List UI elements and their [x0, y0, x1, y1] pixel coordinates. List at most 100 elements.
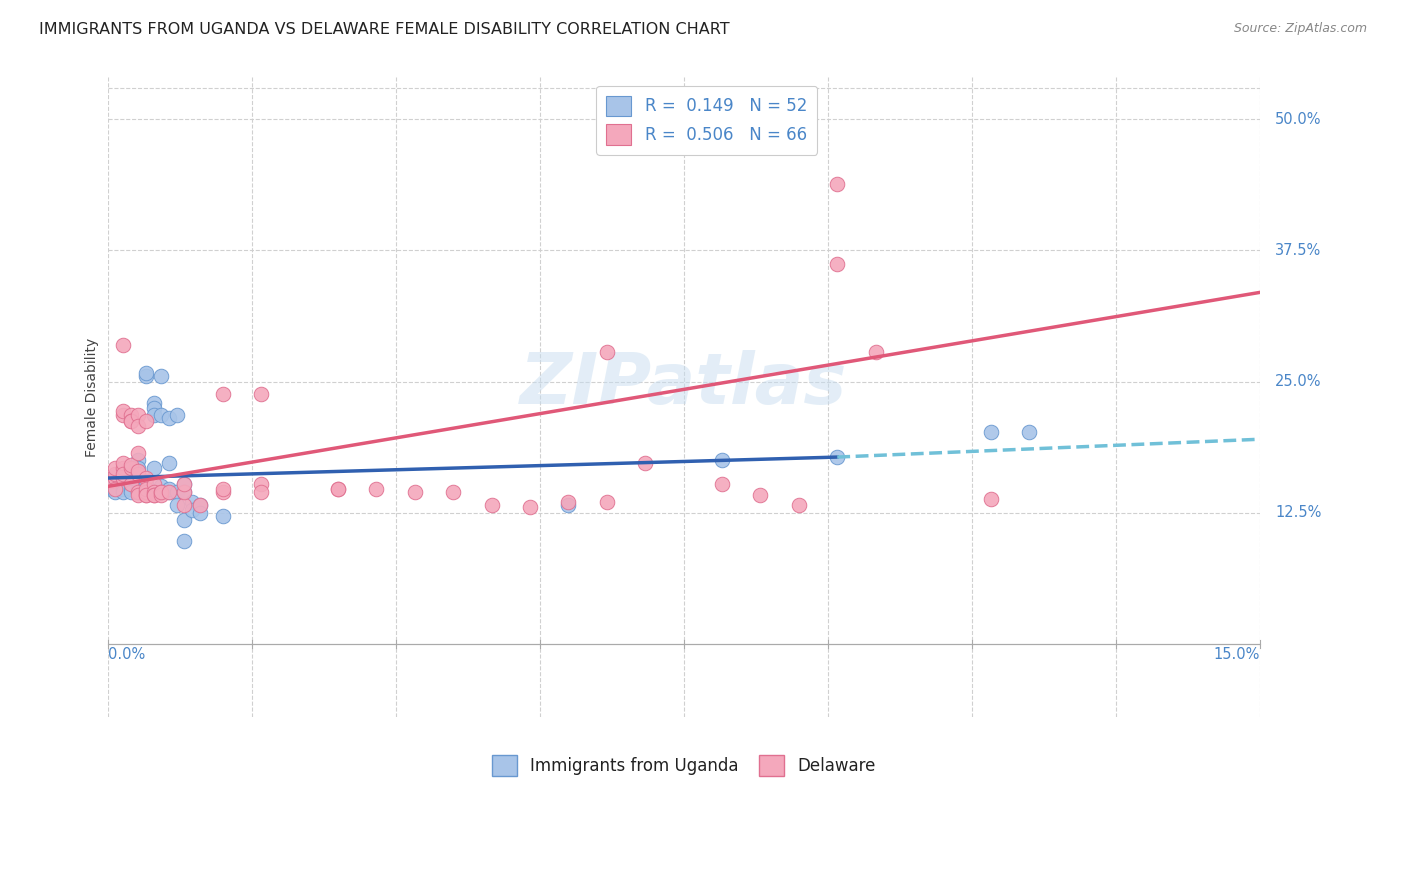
- Point: [111, 467, 134, 481]
- Point: [142, 488, 165, 502]
- Point: [135, 474, 157, 488]
- Point: [127, 446, 149, 460]
- Point: [150, 369, 173, 384]
- Point: [150, 479, 173, 493]
- Point: [111, 408, 134, 422]
- Point: [211, 508, 233, 523]
- Point: [157, 484, 180, 499]
- Point: [173, 477, 195, 491]
- Point: [150, 484, 173, 499]
- Point: [111, 477, 134, 491]
- Point: [250, 387, 273, 401]
- Text: 25.0%: 25.0%: [1275, 374, 1322, 389]
- Point: [135, 471, 157, 485]
- Point: [111, 482, 134, 496]
- Point: [326, 482, 349, 496]
- Point: [135, 366, 157, 380]
- Point: [104, 484, 127, 499]
- Point: [980, 425, 1002, 439]
- Point: [173, 484, 195, 499]
- Point: [211, 484, 233, 499]
- Point: [166, 408, 188, 422]
- Point: [173, 484, 195, 499]
- Point: [173, 533, 195, 548]
- Point: [108, 474, 131, 488]
- Point: [104, 471, 127, 485]
- Point: [135, 488, 157, 502]
- Point: [749, 488, 772, 502]
- Point: [127, 484, 149, 499]
- Point: [181, 495, 204, 509]
- Point: [211, 387, 233, 401]
- Point: [135, 414, 157, 428]
- Point: [142, 488, 165, 502]
- Point: [787, 498, 810, 512]
- Point: [127, 484, 149, 499]
- Point: [127, 460, 149, 475]
- Point: [111, 404, 134, 418]
- Point: [181, 502, 204, 516]
- Point: [111, 456, 134, 470]
- Point: [111, 464, 134, 478]
- Point: [150, 484, 173, 499]
- Point: [120, 474, 142, 488]
- Point: [120, 482, 142, 496]
- Point: [188, 498, 211, 512]
- Point: [120, 408, 142, 422]
- Point: [127, 467, 149, 481]
- Point: [127, 482, 149, 496]
- Text: 12.5%: 12.5%: [1275, 505, 1322, 520]
- Point: [100, 474, 122, 488]
- Point: [142, 395, 165, 409]
- Point: [104, 482, 127, 496]
- Point: [127, 488, 149, 502]
- Point: [211, 482, 233, 496]
- Point: [825, 178, 848, 192]
- Point: [111, 471, 134, 485]
- Point: [596, 345, 619, 359]
- Point: [188, 506, 211, 520]
- Point: [157, 456, 180, 470]
- Point: [120, 414, 142, 428]
- Point: [120, 414, 142, 428]
- Point: [366, 482, 388, 496]
- Point: [150, 488, 173, 502]
- Point: [173, 477, 195, 491]
- Point: [481, 498, 503, 512]
- Point: [120, 467, 142, 481]
- Point: [142, 460, 165, 475]
- Point: [142, 477, 165, 491]
- Point: [135, 482, 157, 496]
- Point: [127, 464, 149, 478]
- Text: ZIPatlas: ZIPatlas: [520, 350, 848, 419]
- Point: [250, 477, 273, 491]
- Text: 37.5%: 37.5%: [1275, 243, 1322, 258]
- Point: [150, 484, 173, 499]
- Point: [825, 257, 848, 271]
- Point: [404, 484, 426, 499]
- Point: [441, 484, 464, 499]
- Y-axis label: Female Disability: Female Disability: [86, 338, 100, 457]
- Point: [104, 471, 127, 485]
- Point: [135, 369, 157, 384]
- Point: [120, 471, 142, 485]
- Point: [150, 408, 173, 422]
- Text: 0.0%: 0.0%: [108, 647, 145, 662]
- Point: [188, 498, 211, 512]
- Point: [157, 482, 180, 496]
- Legend: Immigrants from Uganda, Delaware: Immigrants from Uganda, Delaware: [485, 748, 882, 782]
- Text: 50.0%: 50.0%: [1275, 112, 1322, 127]
- Text: Source: ZipAtlas.com: Source: ZipAtlas.com: [1233, 22, 1367, 36]
- Point: [135, 482, 157, 496]
- Point: [711, 477, 734, 491]
- Point: [825, 450, 848, 464]
- Point: [127, 418, 149, 433]
- Point: [120, 460, 142, 475]
- Text: 15.0%: 15.0%: [1213, 647, 1260, 662]
- Point: [100, 474, 122, 488]
- Point: [166, 498, 188, 512]
- Point: [250, 484, 273, 499]
- Point: [111, 460, 134, 475]
- Point: [173, 513, 195, 527]
- Point: [1018, 425, 1040, 439]
